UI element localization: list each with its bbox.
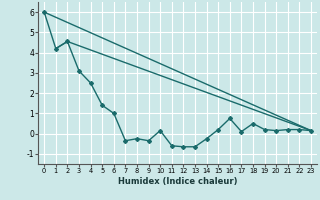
X-axis label: Humidex (Indice chaleur): Humidex (Indice chaleur)	[118, 177, 237, 186]
